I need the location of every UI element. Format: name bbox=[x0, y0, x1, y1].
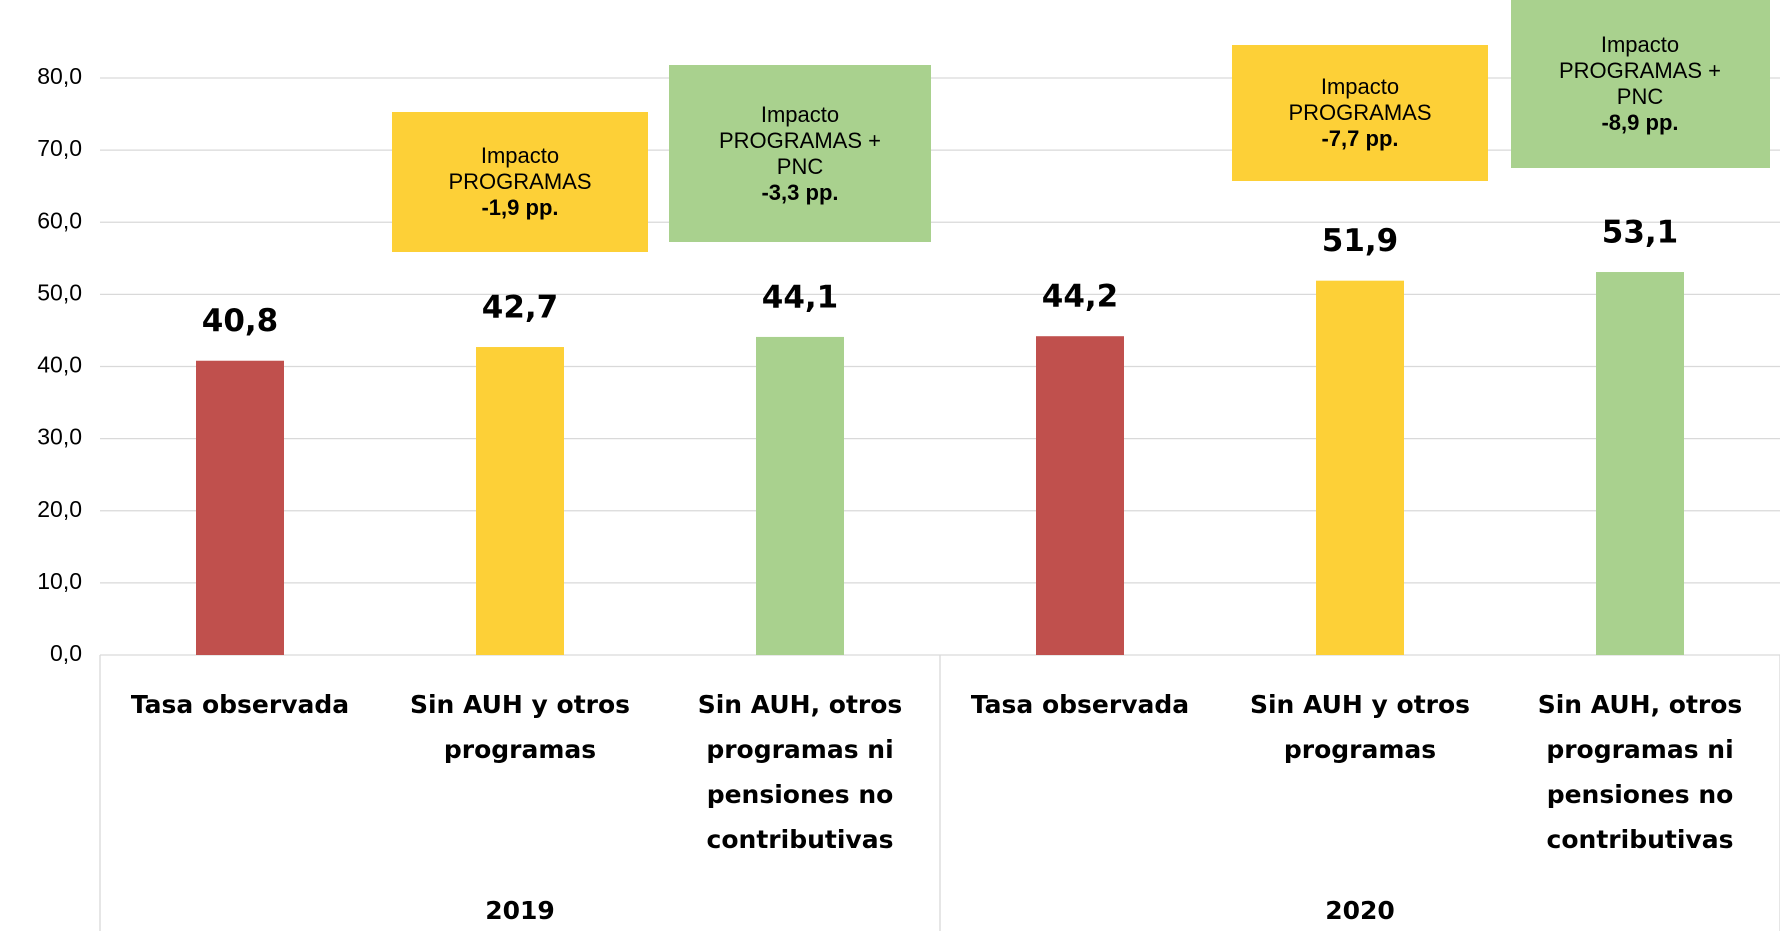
annotation-text: PROGRAMAS bbox=[1288, 100, 1432, 125]
annotation-impact: -3,3 pp. bbox=[761, 179, 839, 205]
bar bbox=[196, 360, 284, 655]
value-label: 51,9 bbox=[1322, 223, 1399, 259]
y-tick-label: 10,0 bbox=[37, 568, 82, 594]
value-label: 44,2 bbox=[1042, 279, 1119, 315]
x-tick-label: Sin AUH y otros programas bbox=[409, 690, 631, 764]
x-tick-label: Tasa observada bbox=[130, 690, 350, 719]
annotation-text: Impacto bbox=[760, 101, 840, 127]
bar bbox=[1596, 272, 1684, 655]
y-tick-label: 50,0 bbox=[37, 279, 82, 305]
annotation-text: PROGRAMAS bbox=[448, 169, 592, 194]
annotation-text: Impacto bbox=[1600, 32, 1680, 57]
annotation-text: PROGRAMAS + bbox=[1559, 58, 1721, 83]
annotation-box: Impacto PROGRAMAS + PNC -8,9 pp. bbox=[1510, 0, 1770, 168]
bar bbox=[756, 336, 844, 655]
annotation-text: PROGRAMAS + bbox=[719, 127, 881, 153]
value-label: 53,1 bbox=[1602, 215, 1679, 251]
y-tick-label: 70,0 bbox=[37, 135, 82, 161]
y-tick-label: 60,0 bbox=[37, 207, 82, 233]
annotation-text: PNC bbox=[776, 153, 824, 179]
x-tick-label: Tasa observada bbox=[970, 690, 1190, 719]
y-tick-label: 20,0 bbox=[37, 496, 82, 522]
bar bbox=[476, 347, 564, 655]
bar bbox=[1036, 336, 1124, 655]
group-label: 2019 bbox=[485, 896, 555, 925]
y-tick-label: 0,0 bbox=[50, 640, 82, 666]
annotation-impact: -1,9 pp. bbox=[481, 195, 559, 220]
x-tick-label: Sin AUH y otros programas bbox=[1249, 690, 1471, 764]
bar bbox=[1316, 280, 1404, 655]
annotation-text: Impacto bbox=[480, 143, 560, 168]
annotation-impact: -8,9 pp. bbox=[1601, 110, 1679, 135]
annotation-box: Impacto PROGRAMAS -7,7 pp. bbox=[1232, 45, 1488, 181]
x-tick-label: Sin AUH, otros programas ni pensiones no… bbox=[697, 690, 903, 854]
value-label: 42,7 bbox=[482, 290, 559, 326]
annotation-impact: -7,7 pp. bbox=[1321, 126, 1399, 151]
annotation-text: Impacto bbox=[1320, 74, 1400, 99]
y-tick-label: 40,0 bbox=[37, 352, 82, 378]
annotation-box: Impacto PROGRAMAS + PNC -3,3 pp. bbox=[669, 65, 931, 242]
annotation-text: PNC bbox=[1616, 84, 1664, 109]
x-tick-label: Sin AUH, otros programas ni pensiones no… bbox=[1537, 690, 1743, 854]
value-label: 44,1 bbox=[762, 279, 839, 315]
group-label: 2020 bbox=[1325, 896, 1395, 925]
value-label: 40,8 bbox=[202, 303, 279, 339]
annotation-box: Impacto PROGRAMAS -1,9 pp. bbox=[392, 112, 648, 252]
y-tick-label: 80,0 bbox=[37, 63, 82, 89]
y-tick-label: 30,0 bbox=[37, 424, 82, 450]
